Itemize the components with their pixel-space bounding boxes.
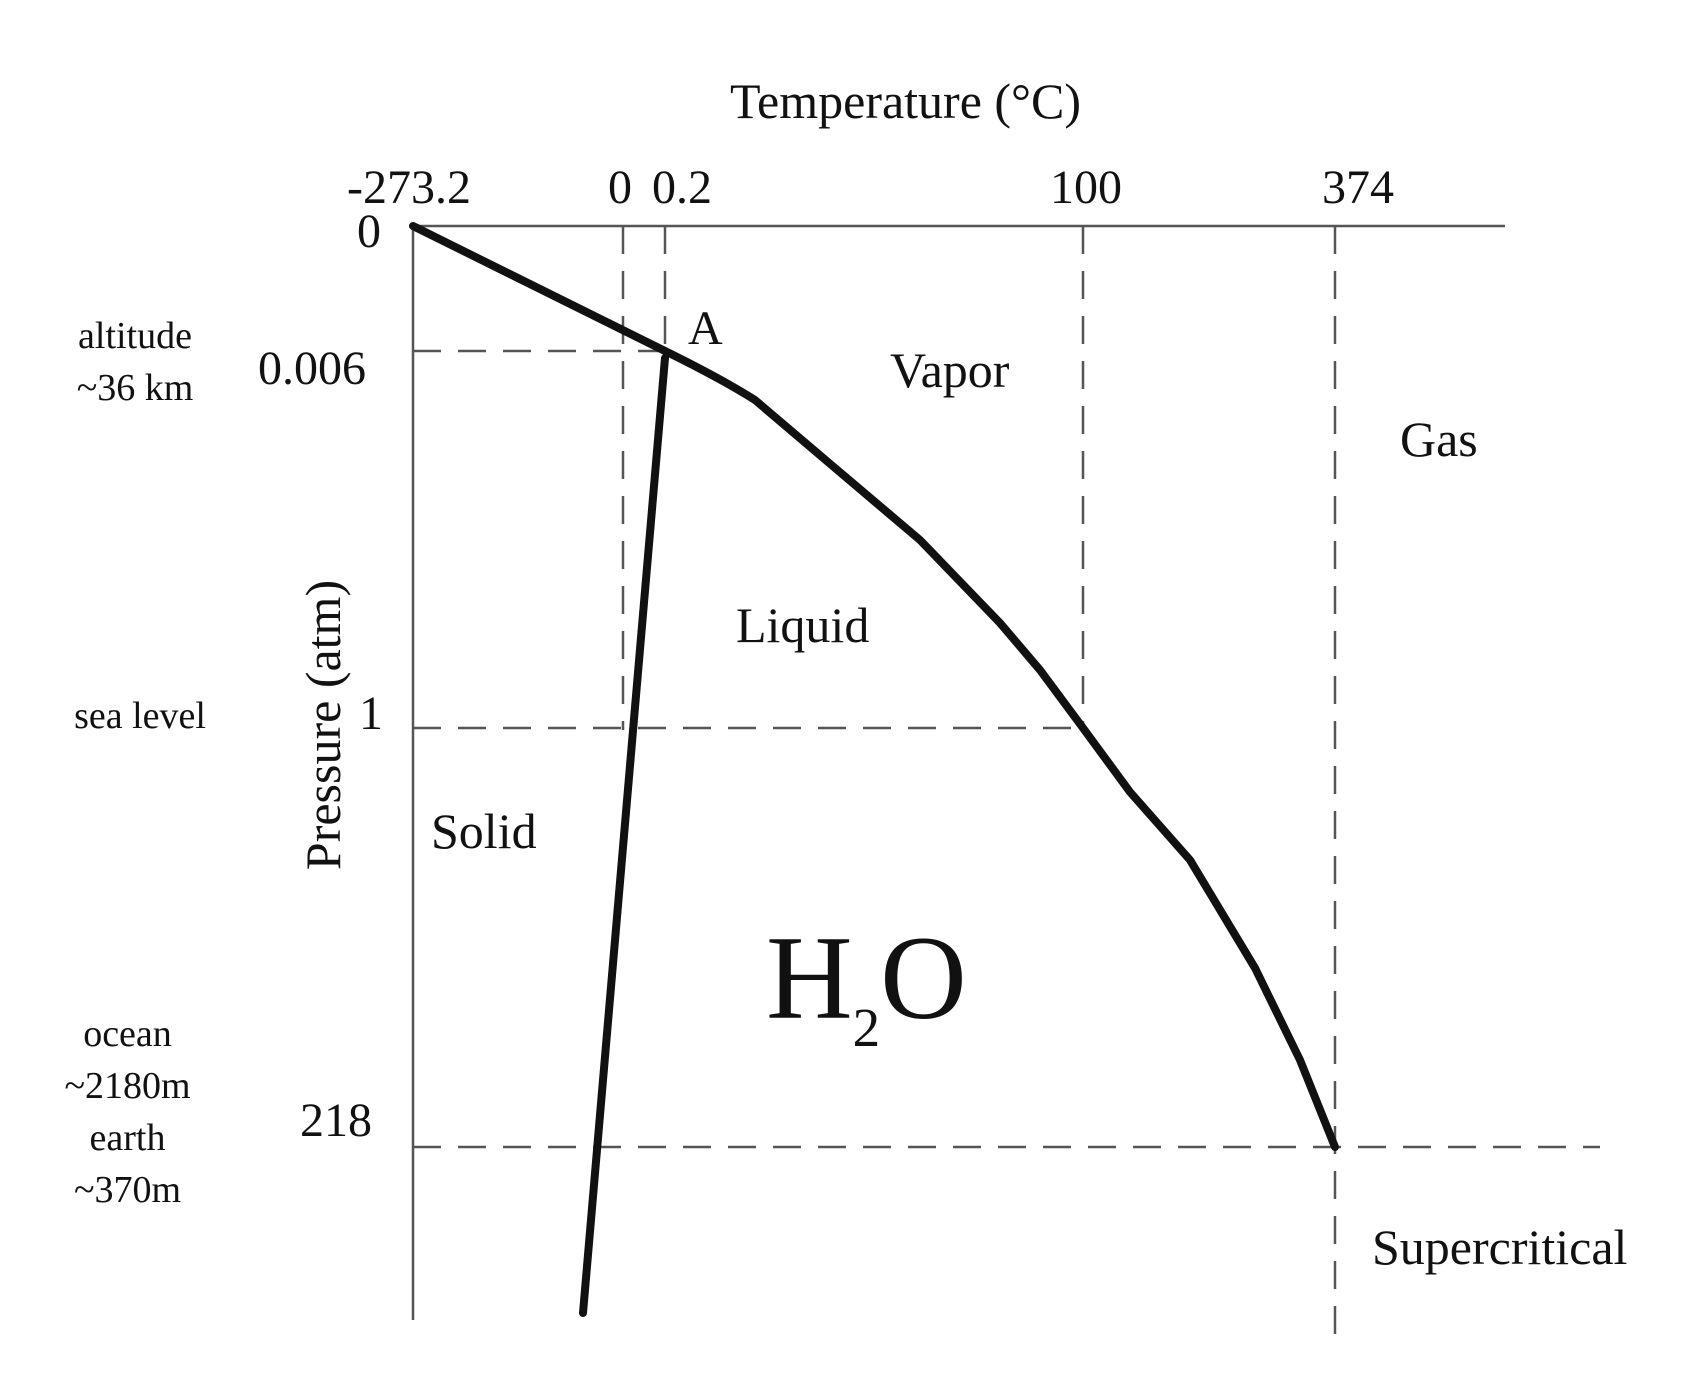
earth-depth-value: ~370m [73,1169,182,1211]
region-label-liquid: Liquid [736,597,870,653]
ocean-depth-value: ~2180m [64,1065,191,1107]
depth-annotation: ocean ~2180m earth ~370m [40,1008,215,1216]
pressure-tick-label: 0.006 [258,342,366,395]
formula-subscript: 2 [852,997,881,1058]
temperature-tick-label: 374 [1322,161,1394,214]
earth-label: earth [89,1117,166,1159]
formula-main: H [766,911,853,1044]
triple-point-label: A [688,302,723,355]
pressure-tick-label: 218 [300,1094,372,1147]
formula-tail: O [880,911,967,1044]
temperature-tick-label: 0.2 [652,161,712,214]
region-label-supercritical: Supercritical [1372,1219,1628,1275]
pressure-tick-label: 1 [359,687,383,740]
temperature-tick-label: 0 [608,161,632,214]
water-formula: H2O [766,918,967,1058]
vaporization-curve [661,347,1339,1151]
altitude-value: ~36 km [76,367,194,409]
temperature-axis-title: Temperature (°C) [730,73,1082,129]
altitude-label: altitude [78,315,192,357]
region-label-vapor: Vapor [890,342,1010,398]
melting-curve [579,354,669,1317]
region-label-gas: Gas [1400,411,1478,467]
region-label-solid: Solid [431,803,537,859]
ocean-label: ocean [83,1013,172,1055]
altitude-annotation: altitude ~36 km [50,310,220,414]
temperature-tick-label: -273.2 [347,161,471,214]
sea-level-annotation: sea level [74,695,206,737]
sublimation-curve [409,222,669,355]
temperature-tick-label: 100 [1050,161,1122,214]
pressure-tick-label: 0 [357,205,381,258]
pressure-axis-title: Pressure (atm) [295,579,351,871]
